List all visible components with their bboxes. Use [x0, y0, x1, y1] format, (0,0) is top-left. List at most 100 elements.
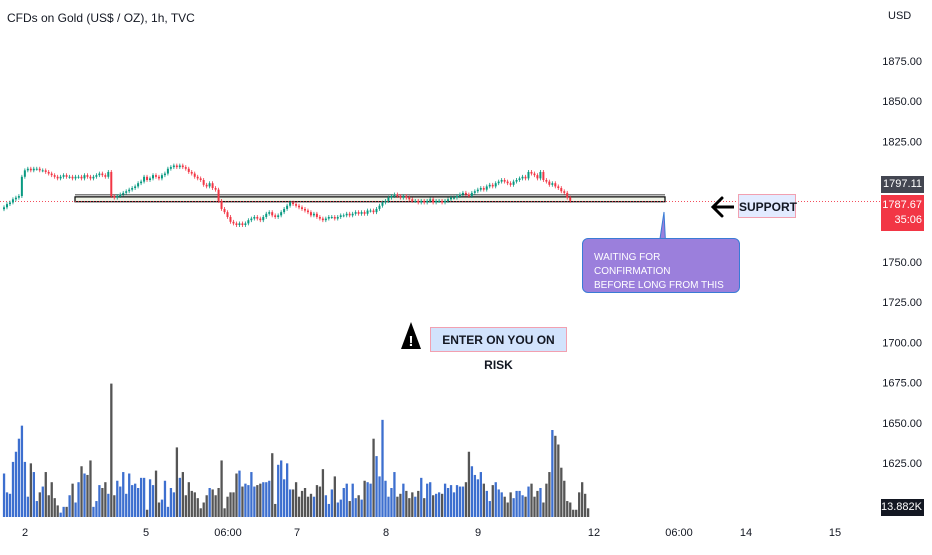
candle-body [429, 199, 432, 201]
volume-bar [363, 480, 366, 517]
candle-body [360, 212, 363, 214]
candle-body [324, 218, 327, 221]
volume-bar [408, 498, 411, 517]
time-axis-label: 06:00 [665, 527, 693, 539]
risk-label[interactable]: ENTER ON YOU ON RISK [430, 327, 567, 372]
price-axis-label: 1850.00 [882, 96, 922, 108]
support-zone-layer [74, 194, 666, 203]
volume-bar [14, 451, 18, 517]
volume-bar [330, 489, 333, 517]
volume-bar [116, 480, 119, 517]
candle-body [41, 170, 44, 172]
volume-bar [575, 509, 578, 517]
arrow-left-icon [710, 196, 734, 218]
volume-bar [65, 506, 68, 517]
candle-body [438, 200, 441, 202]
candle-body [426, 200, 429, 203]
volume-bar [80, 466, 83, 517]
candle-body [113, 196, 116, 198]
volume-bar [512, 498, 515, 517]
volume-bar [256, 485, 259, 517]
candle-body [193, 173, 196, 177]
volume-bar [151, 485, 155, 517]
volume-bar [154, 470, 158, 517]
volume-bar [199, 508, 202, 517]
volume-bar [464, 482, 468, 517]
volume-bar [157, 502, 161, 517]
volume-bar [202, 502, 205, 517]
volume-bar [452, 492, 456, 517]
candle-body [393, 194, 396, 197]
candle-body [402, 196, 405, 198]
candle-body [283, 208, 286, 213]
volume-bar [581, 482, 584, 517]
volume-bar [396, 496, 399, 517]
volume-bar [244, 483, 247, 517]
candle-body [205, 184, 208, 187]
candle-body [458, 194, 461, 197]
volume-bar [312, 496, 316, 517]
volume-bar [372, 438, 375, 517]
volume-bar [548, 472, 551, 517]
volume-bar [414, 496, 417, 517]
candle-body [169, 167, 172, 169]
candle-body [432, 199, 435, 203]
volume-bar [309, 493, 313, 517]
volume-bar [205, 495, 208, 517]
candle-body [441, 200, 444, 203]
candle-body [286, 205, 289, 209]
time-axis-label: 9 [475, 527, 481, 539]
candle-body [172, 165, 175, 168]
volume-bar [247, 485, 250, 517]
volume-bar [17, 438, 21, 517]
candle-body [315, 213, 318, 217]
time-axis-label: 5 [143, 527, 149, 539]
volume-bar [178, 477, 182, 517]
volume-bar [563, 480, 566, 517]
volume-bar [229, 492, 232, 517]
candle-body [423, 200, 426, 203]
volume-bar [86, 474, 89, 517]
candle-body [65, 175, 68, 177]
volume-bar [458, 486, 462, 517]
volume-bar [56, 505, 59, 517]
volume-bar [160, 499, 164, 517]
price-axis-label: 1625.00 [882, 458, 922, 470]
volume-bar [172, 492, 176, 517]
confirmation-callout[interactable]: WAITING FOR CONFIRMATION BEFORE LONG FRO… [582, 238, 740, 305]
candle-body [312, 213, 315, 216]
volume-bar [288, 489, 292, 517]
volume-bar [578, 492, 581, 517]
candle-body [327, 216, 330, 219]
support-label[interactable]: SUPPORT [738, 194, 797, 218]
candle-body [92, 176, 95, 179]
candle-body [214, 188, 217, 190]
volume-bar [303, 488, 307, 517]
volume-bar [131, 485, 134, 517]
candle-body [241, 223, 244, 226]
volume-bar [74, 502, 77, 517]
volume-bar [324, 495, 328, 517]
volume-bar [518, 490, 521, 517]
price-axis-label: 1700.00 [882, 337, 922, 349]
candle-body [187, 168, 190, 172]
volume-bar [238, 470, 241, 517]
volume-bar [62, 506, 65, 517]
candle-body [303, 208, 306, 211]
volume-bar [47, 495, 50, 517]
volume-bar [393, 472, 396, 517]
volume-bar [476, 479, 480, 517]
volume-bar [169, 488, 173, 517]
candle-body [280, 212, 283, 216]
candle-body [274, 215, 277, 217]
candle-body [563, 191, 566, 193]
candle-body [14, 197, 17, 200]
volume-bar [506, 502, 509, 517]
volume-bar [44, 472, 47, 517]
volume-bar [41, 486, 44, 517]
volume-bar [509, 492, 512, 517]
volume-bar [411, 492, 414, 517]
candle-body [375, 208, 378, 213]
volume-bar [283, 479, 286, 517]
